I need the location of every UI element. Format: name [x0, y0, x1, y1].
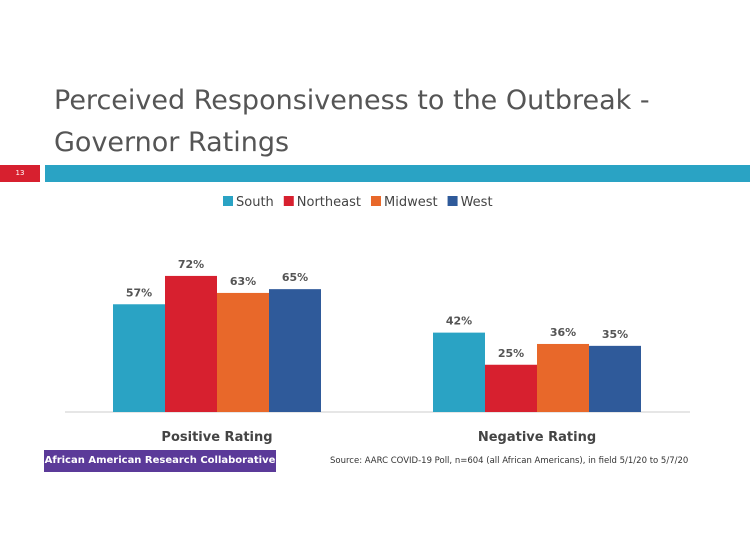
data-label: 63% [230, 275, 256, 288]
source-note: Source: AARC COVID-19 Poll, n=604 (all A… [330, 456, 689, 466]
data-label: 72% [178, 258, 204, 271]
legend-label: South [236, 195, 274, 210]
data-label: 35% [602, 328, 628, 341]
data-label: 57% [126, 286, 152, 299]
bar-northeast [485, 364, 537, 412]
bar-south [433, 332, 485, 412]
data-label: 65% [282, 271, 308, 284]
legend-swatch-south [223, 196, 233, 206]
data-label: 25% [498, 347, 524, 360]
legend-label: Midwest [384, 195, 438, 210]
slide-number: 13 [0, 165, 40, 182]
slide-title: Perceived Responsiveness to the Outbreak… [54, 80, 650, 164]
title-line-1: Perceived Responsiveness to the Outbreak… [54, 85, 650, 116]
title-divider [45, 165, 750, 182]
legend-swatch-northeast [283, 196, 294, 206]
data-label: 36% [550, 326, 576, 339]
bar-south [113, 304, 165, 412]
legend-label: West [461, 195, 493, 210]
legend-label: Northeast [297, 195, 361, 210]
legend-swatch-west [447, 196, 458, 206]
bar-west [269, 289, 321, 412]
category-label: Negative Rating [478, 430, 596, 445]
category-label: Positive Rating [161, 430, 272, 445]
bar-midwest [537, 343, 589, 412]
org-label: African American Research Collaborative [44, 450, 276, 472]
title-line-2: Governor Ratings [54, 127, 290, 158]
bar-west [589, 345, 641, 412]
bar-midwest [217, 292, 269, 412]
data-label: 42% [446, 315, 472, 328]
legend-swatch-midwest [370, 196, 381, 206]
bar-northeast [165, 275, 217, 412]
